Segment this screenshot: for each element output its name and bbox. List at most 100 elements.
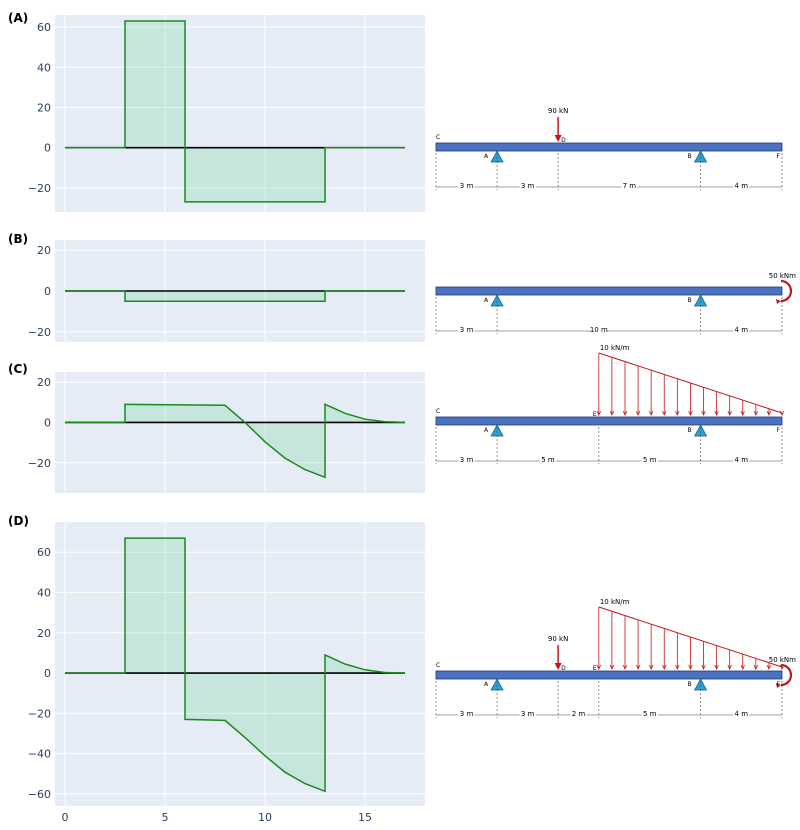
shear-force-line: [65, 403, 406, 479]
plot-area: [55, 372, 425, 493]
support-triangle: [693, 424, 708, 437]
distributed-load-arrowhead: [596, 664, 601, 670]
distributed-load-arrowhead: [675, 664, 680, 670]
beam-body: [435, 142, 783, 152]
shear-area-fill: [65, 21, 405, 202]
point-label: B: [687, 153, 691, 160]
distributed-load-arrowhead: [688, 664, 693, 670]
point-label: E: [593, 411, 597, 418]
dimension-label: 5 m: [541, 456, 555, 464]
distributed-load-arrowhead: [609, 410, 615, 416]
point-load-label: 90 kN: [548, 635, 568, 643]
distributed-load-label: 10 kN/m: [600, 344, 630, 352]
distributed-load-arrowhead: [648, 410, 654, 416]
dimension-label: 3 m: [460, 710, 474, 718]
dimension-label: 3 m: [521, 182, 535, 190]
dimension-label: 5 m: [643, 710, 657, 718]
dimension-label: 3 m: [460, 326, 474, 334]
dimension-label: 3 m: [521, 710, 535, 718]
support-triangle: [490, 424, 504, 437]
moment-label: 50 kNm: [769, 272, 796, 280]
y-tick-label: 0: [44, 142, 51, 155]
point-label: A: [484, 427, 489, 434]
panel-label: (C): [8, 362, 28, 376]
dimension-label-bg: [570, 709, 587, 717]
dimension-label-bg: [733, 325, 750, 333]
point-label: F: [777, 153, 781, 160]
shear-force-line: [65, 537, 406, 793]
distributed-load-arrowhead: [675, 410, 680, 416]
panel-label: (D): [8, 514, 29, 528]
distributed-load-arrowhead: [740, 664, 745, 670]
point-label: A: [484, 153, 489, 160]
support-triangle: [693, 294, 708, 307]
y-tick-label: −20: [28, 326, 51, 339]
beam-body: [435, 416, 783, 426]
point-label: A: [484, 681, 489, 688]
point-label: B: [687, 681, 691, 688]
dimension-label-bg: [641, 709, 658, 717]
shear-area-fill: [65, 291, 405, 302]
y-tick-label: 60: [37, 21, 51, 34]
distributed-load-arrowhead: [635, 664, 641, 670]
point-load-arrowhead: [554, 663, 562, 670]
x-tick-label: 15: [358, 811, 372, 824]
point-label: D: [561, 665, 566, 672]
distributed-load-arrowhead: [740, 410, 745, 416]
distributed-load-arrowhead: [714, 664, 719, 670]
distributed-load-arrowhead: [622, 410, 628, 416]
dimension-label: 4 m: [735, 182, 749, 190]
distributed-load-arrowhead: [596, 410, 601, 416]
distributed-load-arrowhead: [714, 410, 719, 416]
dimension-label: 4 m: [735, 456, 749, 464]
dimension-label: 4 m: [735, 710, 749, 718]
distributed-load-label: 10 kN/m: [600, 598, 630, 606]
shear-force-line: [65, 290, 405, 302]
distributed-load-arrowhead: [753, 410, 758, 416]
distributed-load-arrowhead: [701, 664, 706, 670]
distributed-load-arrowhead: [779, 410, 785, 416]
moment-arrowhead: [776, 683, 781, 688]
y-tick-label: 0: [44, 667, 51, 680]
distributed-load-arrowhead: [688, 410, 693, 416]
distributed-load-arrowhead: [766, 664, 772, 670]
dimension-label-bg: [621, 181, 638, 189]
y-tick-label: −20: [28, 707, 51, 720]
point-label: B: [687, 427, 691, 434]
y-tick-label: 0: [44, 416, 51, 429]
moment-label: 50 kNm: [769, 656, 796, 664]
support-triangle: [693, 150, 708, 163]
y-tick-label: 20: [37, 627, 51, 640]
distributed-load-arrowhead: [662, 410, 667, 416]
dimension-label: 10 m: [590, 326, 608, 334]
dimension-label-bg: [458, 455, 475, 463]
y-tick-label: 0: [44, 285, 51, 298]
dimension-label-bg: [458, 181, 475, 189]
x-tick-label: 5: [162, 811, 169, 824]
support-triangle: [490, 150, 504, 163]
shear-area-fill: [65, 538, 405, 792]
dimension-label-bg: [458, 709, 475, 717]
point-label: C: [436, 134, 440, 141]
y-tick-label: −40: [28, 748, 51, 761]
x-tick-label: 0: [62, 811, 69, 824]
dimension-label: 7 m: [623, 182, 637, 190]
point-label: F: [777, 427, 781, 434]
dimension-label: 4 m: [735, 326, 749, 334]
distributed-load-arrowhead: [648, 664, 654, 670]
support-triangle: [490, 678, 504, 691]
y-tick-label: 60: [37, 546, 51, 559]
moment-arc: [780, 279, 793, 303]
dimension-label: 3 m: [460, 456, 474, 464]
support-triangle: [490, 294, 504, 307]
dimension-label-bg: [458, 325, 475, 333]
distributed-load-arrowhead: [701, 410, 706, 416]
moment-arrowhead: [776, 299, 781, 304]
distributed-load-arrowhead: [727, 410, 732, 416]
panel-label: (B): [8, 232, 28, 246]
distributed-load-arrowhead: [635, 410, 641, 416]
y-tick-label: 20: [37, 244, 51, 257]
dimension-label-bg: [641, 455, 658, 463]
dimension-label-bg: [733, 181, 750, 189]
